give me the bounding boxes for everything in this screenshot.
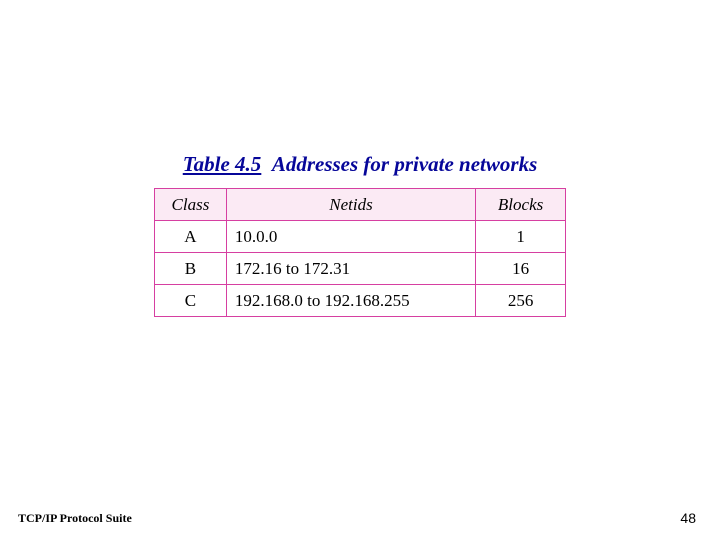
cell-netids: 10.0.0 [226, 221, 475, 253]
caption-label: Table 4.5 [183, 152, 262, 176]
table-caption: Table 4.5 Addresses for private networks [0, 152, 720, 177]
cell-class: C [155, 285, 227, 317]
cell-netids: 192.168.0 to 192.168.255 [226, 285, 475, 317]
cell-class: A [155, 221, 227, 253]
table-header-row: Class Netids Blocks [155, 189, 566, 221]
cell-blocks: 1 [476, 221, 566, 253]
col-header-blocks: Blocks [476, 189, 566, 221]
cell-blocks: 16 [476, 253, 566, 285]
cell-netids: 172.16 to 172.31 [226, 253, 475, 285]
slide: Table 4.5 Addresses for private networks… [0, 0, 720, 540]
col-header-netids: Netids [226, 189, 475, 221]
cell-blocks: 256 [476, 285, 566, 317]
cell-class: B [155, 253, 227, 285]
footer-title: TCP/IP Protocol Suite [18, 511, 132, 526]
table-row: C 192.168.0 to 192.168.255 256 [155, 285, 566, 317]
caption-title: Addresses for private networks [272, 152, 537, 176]
table-row: A 10.0.0 1 [155, 221, 566, 253]
table: Class Netids Blocks A 10.0.0 1 B 172.16 … [154, 188, 566, 317]
col-header-class: Class [155, 189, 227, 221]
page-number: 48 [680, 510, 696, 526]
private-networks-table: Class Netids Blocks A 10.0.0 1 B 172.16 … [154, 188, 566, 317]
table-row: B 172.16 to 172.31 16 [155, 253, 566, 285]
